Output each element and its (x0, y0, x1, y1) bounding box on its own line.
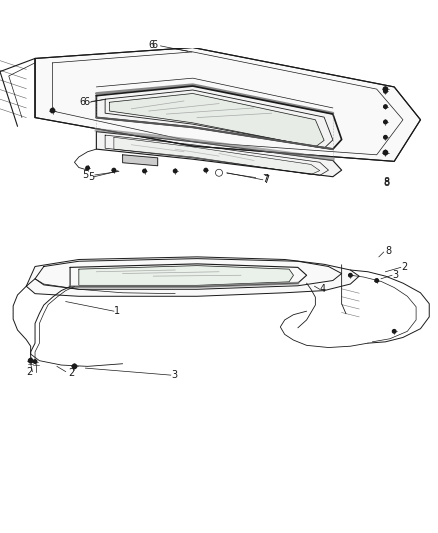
Text: 6: 6 (152, 41, 158, 50)
Text: 5: 5 (82, 171, 88, 180)
Polygon shape (114, 138, 320, 174)
Text: 2: 2 (401, 262, 407, 272)
Circle shape (375, 279, 378, 282)
Circle shape (384, 90, 387, 93)
Circle shape (33, 360, 37, 364)
Text: 2: 2 (68, 368, 74, 378)
Text: 4: 4 (320, 284, 326, 294)
Circle shape (143, 169, 146, 173)
Circle shape (86, 166, 89, 169)
Polygon shape (96, 86, 342, 149)
Polygon shape (26, 257, 359, 296)
Polygon shape (123, 155, 158, 166)
Text: 7: 7 (263, 175, 269, 185)
Text: 3: 3 (392, 270, 398, 280)
Text: 8: 8 (385, 246, 392, 256)
Circle shape (72, 364, 77, 368)
Polygon shape (96, 132, 342, 177)
Polygon shape (35, 47, 420, 161)
Circle shape (112, 168, 116, 172)
Circle shape (384, 151, 387, 155)
Text: 6: 6 (148, 41, 154, 50)
Text: 6: 6 (84, 97, 90, 107)
Text: 8: 8 (383, 178, 389, 188)
Polygon shape (110, 93, 324, 147)
Polygon shape (79, 265, 293, 285)
Circle shape (392, 329, 396, 333)
Circle shape (204, 168, 208, 172)
Circle shape (173, 169, 177, 173)
Text: 7: 7 (262, 174, 268, 184)
Circle shape (28, 359, 33, 363)
Text: 1: 1 (114, 306, 120, 316)
Circle shape (50, 108, 55, 113)
Text: 2: 2 (26, 367, 32, 377)
Circle shape (384, 120, 387, 124)
Circle shape (384, 135, 387, 139)
Text: 5: 5 (88, 172, 94, 182)
Circle shape (349, 273, 352, 277)
Circle shape (383, 150, 388, 155)
Circle shape (384, 105, 387, 108)
Circle shape (383, 87, 388, 91)
Text: 8: 8 (383, 177, 389, 188)
Text: 6: 6 (79, 97, 85, 107)
Text: 3: 3 (171, 370, 177, 380)
